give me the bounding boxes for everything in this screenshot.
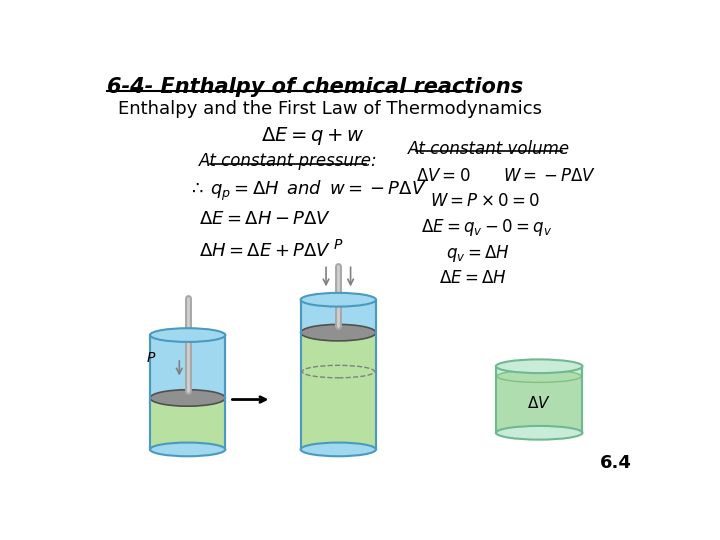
Bar [496, 366, 582, 433]
Text: $W = -P\Delta V$: $W = -P\Delta V$ [503, 167, 596, 185]
Text: At constant pressure:: At constant pressure: [199, 152, 377, 170]
Text: At constant volume: At constant volume [408, 140, 570, 158]
Ellipse shape [151, 392, 224, 404]
Bar [302, 333, 375, 449]
Text: $W = P \times 0 = 0$: $W = P \times 0 = 0$ [431, 192, 540, 210]
Ellipse shape [150, 328, 225, 342]
Text: $q_v = \Delta H$: $q_v = \Delta H$ [446, 243, 510, 264]
Text: $\Delta E = q_v - 0 = q_v$: $\Delta E = q_v - 0 = q_v$ [421, 217, 552, 238]
Ellipse shape [302, 327, 375, 339]
Bar [151, 398, 224, 449]
Ellipse shape [496, 360, 582, 373]
Ellipse shape [301, 293, 376, 307]
Text: $\Delta V$: $\Delta V$ [527, 395, 551, 411]
Text: $q_p = \Delta H\,$ and $\,w = -P\Delta V$: $q_p = \Delta H\,$ and $\,w = -P\Delta V… [210, 179, 426, 204]
Ellipse shape [301, 443, 376, 456]
Text: $\Delta E = q + w$: $\Delta E = q + w$ [261, 125, 365, 147]
Ellipse shape [150, 443, 225, 456]
Ellipse shape [150, 390, 225, 406]
Text: 6.4: 6.4 [599, 454, 631, 472]
Bar [497, 376, 581, 433]
Ellipse shape [301, 325, 376, 341]
Text: $\Delta V = 0$: $\Delta V = 0$ [416, 167, 471, 185]
Ellipse shape [496, 426, 582, 440]
Text: $\Delta H = \Delta E + P\Delta V$: $\Delta H = \Delta E + P\Delta V$ [199, 241, 331, 260]
Text: Enthalpy and the First Law of Thermodynamics: Enthalpy and the First Law of Thermodyna… [118, 100, 542, 118]
Bar [301, 300, 376, 449]
Text: $\Delta E = \Delta H - P\Delta V$: $\Delta E = \Delta H - P\Delta V$ [199, 210, 331, 228]
Text: $\therefore$: $\therefore$ [188, 179, 204, 197]
Bar [150, 335, 225, 449]
Text: $\Delta E = \Delta H$: $\Delta E = \Delta H$ [438, 268, 506, 287]
Text: P: P [147, 351, 156, 365]
Text: 6-4- Enthalpy of chemical reactions: 6-4- Enthalpy of chemical reactions [107, 77, 523, 97]
Text: P: P [334, 238, 343, 252]
Ellipse shape [497, 370, 581, 382]
